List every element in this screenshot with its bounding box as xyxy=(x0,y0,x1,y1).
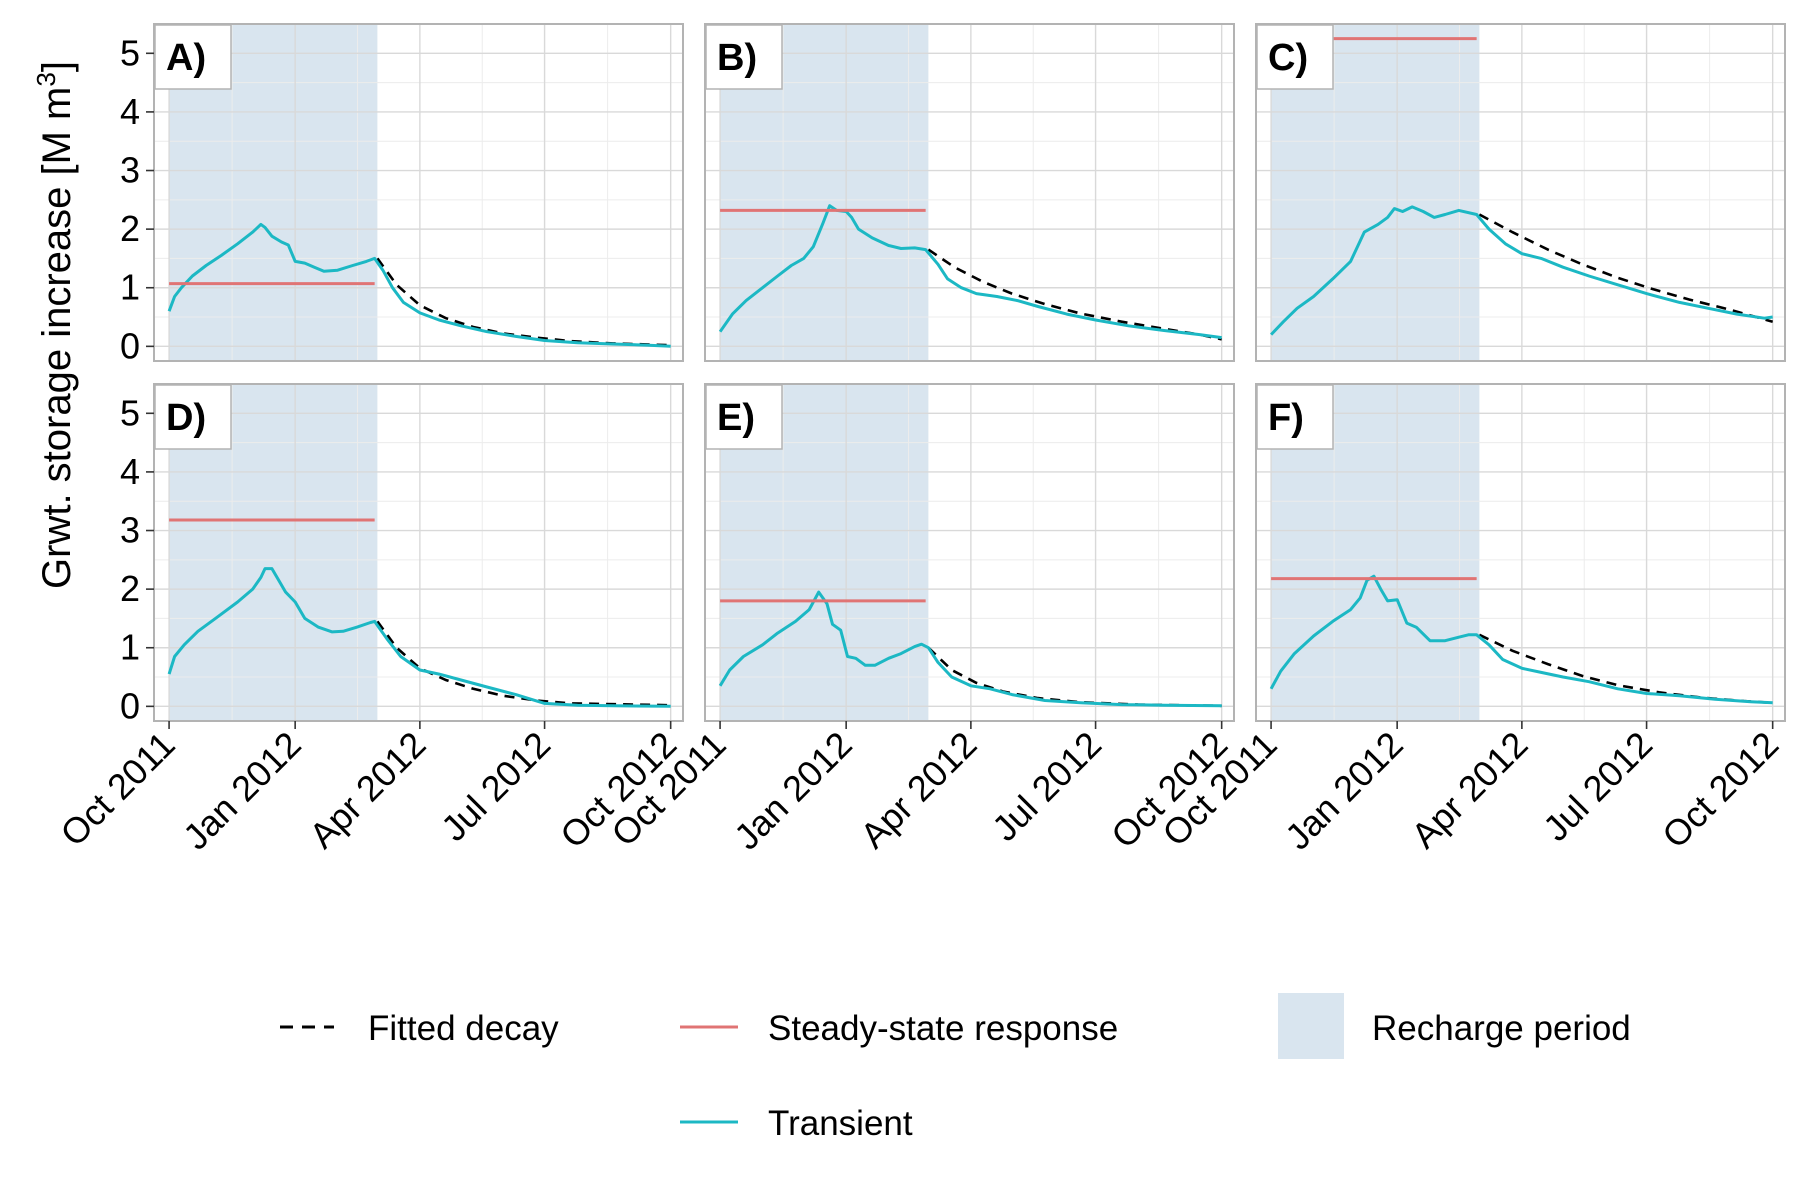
panel-a: A) 0 1 2 3 4 5 xyxy=(120,23,684,366)
panel-label-box xyxy=(705,384,783,450)
transient-line xyxy=(1269,574,1773,705)
panel-frame xyxy=(153,23,684,362)
panel-label: D) xyxy=(166,397,206,439)
panel-label-box xyxy=(1256,24,1334,90)
x-tick-label: Jul 2012 xyxy=(1535,724,1660,849)
y-axis-label-main: Grwt. storage increase [M m xyxy=(35,87,79,589)
y-tick-label: 3 xyxy=(120,150,140,191)
legend-fitted-label: Fitted decay xyxy=(368,1009,559,1048)
panel-label: E) xyxy=(717,397,755,439)
transient-line xyxy=(718,590,1222,708)
y-axis-label: Grwt. storage increase [M m3] xyxy=(31,61,79,589)
panel-label-box xyxy=(154,24,232,90)
panel-label-box xyxy=(154,384,232,450)
y-tick-label: 0 xyxy=(120,325,140,366)
y-tick-label: 4 xyxy=(120,91,140,132)
legend-steady-label: Steady-state response xyxy=(768,1009,1118,1048)
transient-line xyxy=(167,567,671,708)
y-tick-label: 1 xyxy=(120,267,140,308)
y-tick-label: 1 xyxy=(120,627,140,668)
x-tick-label: Jul 2012 xyxy=(984,724,1109,849)
x-tick-label: Apr 2012 xyxy=(852,724,984,856)
y-tick-label: 5 xyxy=(120,392,140,433)
legend-recharge-label: Recharge period xyxy=(1372,1009,1631,1048)
y-tick-label: 0 xyxy=(120,685,140,726)
legend: Fitted decay Steady-state response Recha… xyxy=(280,993,1631,1143)
x-tick-label: Oct 2011 xyxy=(52,724,182,854)
panel-label-box xyxy=(1256,384,1334,450)
x-tick-label: Apr 2012 xyxy=(301,724,433,856)
y-tick-label: 2 xyxy=(120,568,140,609)
x-tick-label: Jul 2012 xyxy=(433,724,558,849)
y-tick-label: 4 xyxy=(120,451,140,492)
y-axis-label-sup: 3 xyxy=(31,72,61,86)
transient-line xyxy=(167,222,671,348)
panel-label: F) xyxy=(1268,397,1304,439)
panel-frame xyxy=(704,23,1235,362)
panel-c: C) xyxy=(1255,23,1786,362)
panel-frame xyxy=(1255,383,1786,722)
x-tick-label: Jan 2012 xyxy=(175,724,309,858)
panel-label-box xyxy=(705,24,783,90)
panel-label: A) xyxy=(166,37,206,79)
panel-frame xyxy=(704,383,1235,722)
x-tick-label: Oct 2012 xyxy=(1654,724,1786,856)
transient-line xyxy=(718,204,1222,340)
panel-b: B) xyxy=(704,23,1235,362)
x-tick-label: Jan 2012 xyxy=(1277,724,1411,858)
legend-recharge-swatch xyxy=(1278,993,1344,1059)
x-tick-label: Jan 2012 xyxy=(726,724,860,858)
fitted-decay-line xyxy=(376,620,671,707)
panel-frame xyxy=(1255,23,1786,362)
y-tick-label: 3 xyxy=(120,510,140,551)
panel-label: B) xyxy=(717,37,757,79)
x-tick-label: Apr 2012 xyxy=(1403,724,1535,856)
y-axis-label-close: ] xyxy=(35,61,79,72)
panel-label: C) xyxy=(1268,37,1308,79)
y-tick-label: 2 xyxy=(120,208,140,249)
legend-transient-label: Transient xyxy=(768,1104,913,1143)
transient-line xyxy=(1270,205,1773,336)
y-tick-label: 5 xyxy=(120,32,140,73)
panel-frame xyxy=(153,383,684,722)
